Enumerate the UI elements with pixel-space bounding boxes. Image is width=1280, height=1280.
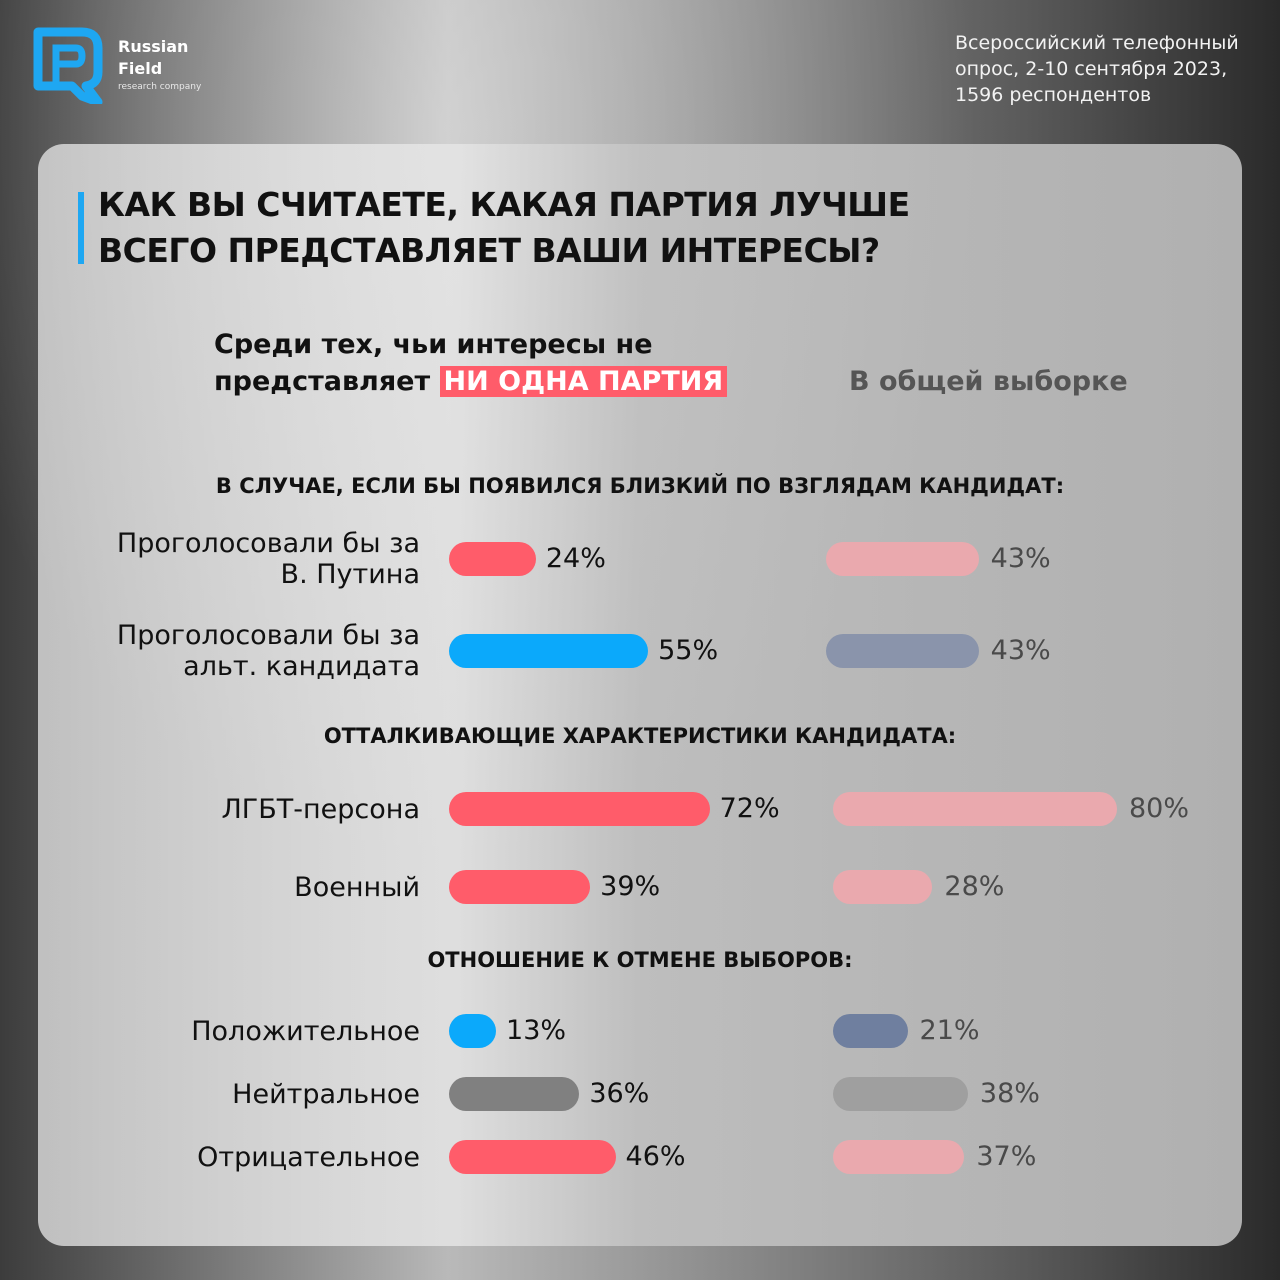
bar-right <box>833 1077 968 1111</box>
left-column-title-line: Среди тех, чьи интересы не <box>214 329 653 360</box>
row-label: Отрицательное <box>0 1142 420 1173</box>
left-column-title-prefix: представляет <box>214 366 440 397</box>
value-label-right: 43% <box>990 635 1051 666</box>
logo-text-field: Field <box>118 59 163 78</box>
row-label-line: Проголосовали бы за <box>116 620 420 651</box>
bar-left <box>449 870 591 904</box>
question-line: КАК ВЫ СЧИТАЕТЕ, КАКАЯ ПАРТИЯ ЛУЧШЕ <box>98 185 910 224</box>
bar-right <box>833 792 1117 826</box>
question-line: ВСЕГО ПРЕДСТАВЛЯЕТ ВАШИ ИНТЕРЕСЫ? <box>98 231 880 270</box>
value-label-right: 80% <box>1129 793 1190 824</box>
bar-left <box>449 542 536 576</box>
value-label-right: 37% <box>976 1141 1037 1172</box>
value-label-right: 43% <box>990 543 1051 574</box>
row-label: Проголосовали бы за альт. кандидата <box>0 620 420 682</box>
section-title: ОТНОШЕНИЕ К ОТМЕНЕ ВЫБОРОВ: <box>427 948 853 972</box>
row-label: Военный <box>0 872 420 903</box>
left-column-highlight: НИ ОДНА ПАРТИЯ <box>439 366 728 397</box>
logo-tagline: research company <box>118 82 202 92</box>
survey-info: Всероссийский телефонный опрос, 2-10 сен… <box>955 30 1255 108</box>
row-label-line: В. Путина <box>280 559 420 590</box>
russian-field-logo: Russian Field research company <box>32 26 212 106</box>
row-label-line: Отрицательное <box>197 1141 420 1173</box>
value-label-left: 13% <box>506 1015 567 1046</box>
row-label-line: Нейтральное <box>232 1078 420 1110</box>
survey-info-line: опрос, 2-10 сентября 2023, <box>955 58 1228 80</box>
bar-left <box>449 1077 580 1111</box>
row-label-line: альт. кандидата <box>183 651 420 682</box>
row-label-line: Проголосовали бы за <box>116 528 420 559</box>
question-title: КАК ВЫ СЧИТАЕТЕ, КАКАЯ ПАРТИЯ ЛУЧШЕ ВСЕГ… <box>98 182 998 274</box>
survey-info-line: 1596 респондентов <box>955 84 1152 106</box>
bar-left <box>449 634 649 668</box>
logo-mark-icon <box>33 27 103 104</box>
value-label-left: 24% <box>545 543 606 574</box>
value-label-right: 38% <box>979 1078 1040 1109</box>
row-label: Проголосовали бы за В. Путина <box>0 528 420 590</box>
question-accent-bar <box>78 192 84 264</box>
bar-left <box>449 1014 497 1048</box>
logo-text-russian: Russian <box>118 37 189 56</box>
bar-right <box>833 870 933 904</box>
bar-right <box>833 1140 965 1174</box>
row-label: Нейтральное <box>0 1079 420 1110</box>
bar-right <box>826 634 979 668</box>
survey-info-line: Всероссийский телефонный <box>955 32 1239 54</box>
value-label-left: 72% <box>719 793 780 824</box>
value-label-left: 55% <box>658 635 719 666</box>
bar-right <box>826 542 979 576</box>
value-label-left: 39% <box>600 871 661 902</box>
row-label: ЛГБТ-персона <box>0 793 421 825</box>
section-title: В СЛУЧАЕ, ЕСЛИ БЫ ПОЯВИЛСЯ БЛИЗКИЙ ПО ВЗ… <box>215 474 1065 498</box>
bar-left <box>449 792 710 826</box>
row-label-line: Военный <box>294 871 420 903</box>
right-column-title: В общей выборке <box>849 366 1128 397</box>
value-label-right: 21% <box>919 1015 980 1046</box>
value-label-right: 28% <box>944 871 1005 902</box>
bar-left <box>449 1140 616 1174</box>
value-label-left: 46% <box>625 1141 686 1172</box>
row-label-line: ЛГБТ-персона <box>221 793 421 825</box>
value-label-left: 36% <box>589 1078 650 1109</box>
left-column-title: Среди тех, чьи интересы не представляет … <box>214 326 774 400</box>
row-label-line: Положительное <box>191 1015 420 1047</box>
bar-right <box>833 1014 908 1048</box>
content-card <box>38 144 1242 1246</box>
section-title: ОТТАЛКИВАЮЩИЕ ХАРАКТЕРИСТИКИ КАНДИДАТА: <box>323 724 957 748</box>
row-label: Положительное <box>0 1016 420 1047</box>
